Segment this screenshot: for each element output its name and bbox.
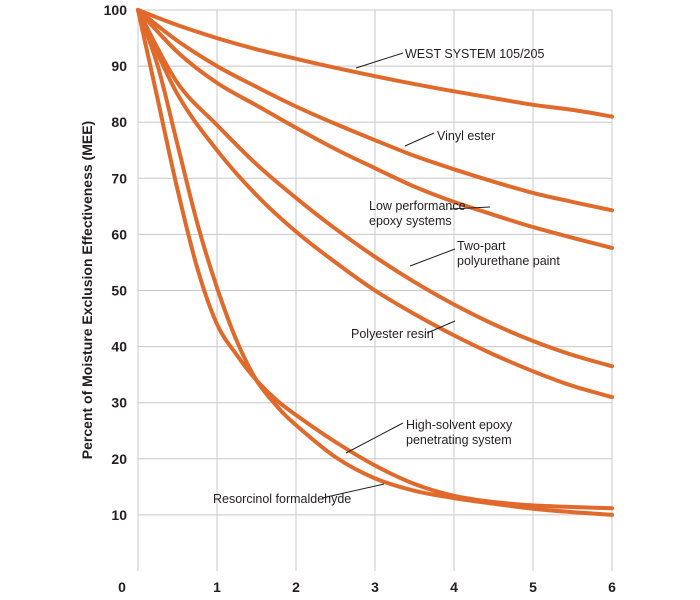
x-tick-label: 5 [529,579,537,595]
annotation-leader-line [426,320,456,334]
y-tick-label: 60 [111,226,127,242]
annotation-2: Vinyl ester [404,129,495,147]
x-tick-label: 3 [371,579,379,595]
annotation-label: penetrating system [406,433,512,447]
x-tick-label: 4 [450,579,458,595]
annotation-label: epoxy systems [369,214,452,228]
annotation-leader-line [345,422,404,454]
y-tick-label: 40 [111,339,127,355]
x-tick-label: 6 [608,579,616,595]
y-tick-label: 30 [111,395,127,411]
annotation-label: WEST SYSTEM 105/205 [405,47,544,61]
x-tick-label: 1 [213,579,221,595]
annotation-label: Two-part [457,239,506,253]
annotation-leader-line [409,248,456,267]
annotation-label: Resorcinol formaldehyde [213,492,351,506]
series-line-4 [136,8,614,369]
annotation-leader-line [355,52,404,69]
annotation-1: WEST SYSTEM 105/205 [355,47,544,69]
annotation-label: High-solvent epoxy [406,418,513,432]
y-tick-label: 10 [111,507,127,523]
origin-tick-label: 0 [118,579,126,595]
series-line-1 [136,8,614,119]
annotation-label: polyurethane paint [457,254,560,268]
series-line-5 [136,8,614,400]
y-axis-title: Percent of Moisture Exclusion Effectiven… [79,121,95,459]
y-tick-label: 80 [111,114,127,130]
series-line-7 [136,8,614,517]
y-tick-label: 90 [111,58,127,74]
y-tick-label: 100 [104,2,128,18]
annotations: WEST SYSTEM 105/205 Vinyl ester Low perfor… [213,47,560,506]
y-tick-label: 70 [111,170,127,186]
y-tick-label: 20 [111,451,127,467]
annotation-label: Low performance [369,199,466,213]
series-lines [136,8,614,517]
annotation-5: Polyester resin [351,320,456,341]
tick-labels: 0 1 2 3 4 5 6 10 20 30 40 50 60 70 80 90 100 [104,2,616,595]
annotation-leader-line [404,132,435,147]
annotation-leader-line [321,483,385,499]
x-tick-label: 2 [292,579,300,595]
annotation-label: Vinyl ester [437,129,495,143]
series-line-2 [136,8,614,213]
series-line-3 [136,8,614,250]
annotation-7: Resorcinol formaldehyde [213,483,385,506]
annotation-leader-line [449,206,491,210]
y-tick-label: 50 [111,283,127,299]
annotation-label: Polyester resin [351,327,434,341]
